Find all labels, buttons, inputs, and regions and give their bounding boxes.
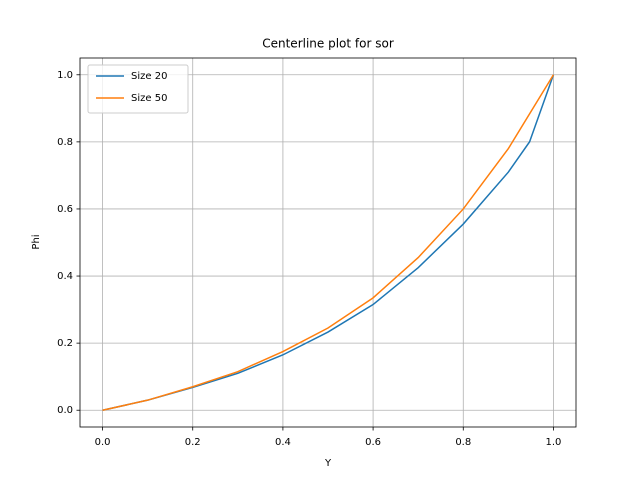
- plot-frame: [79, 57, 577, 428]
- x-tick-label: 1.0: [546, 437, 562, 448]
- y-tick-label: 0.4: [57, 271, 73, 282]
- y-tick-label: 1.0: [57, 70, 73, 81]
- y-tick-label: 0.2: [57, 338, 73, 349]
- chart-title: Centerline plot for sor: [262, 37, 394, 51]
- legend-label: Size 20: [131, 71, 167, 82]
- legend: Size 20 Size 50: [87, 64, 189, 114]
- x-tick-label: 0.6: [365, 437, 381, 448]
- x-tick-label: 0.4: [275, 437, 291, 448]
- legend-box: [87, 64, 189, 114]
- line: [102, 74, 555, 411]
- legend-label: Size 50: [131, 93, 167, 104]
- y-tick-label: 0.0: [57, 405, 73, 416]
- x-tick-label: 0.2: [185, 437, 201, 448]
- y-axis-label: Phi: [31, 234, 42, 249]
- y-tick-label: 0.8: [57, 137, 73, 148]
- x-tick-label: 0.0: [95, 437, 111, 448]
- x-tick-label: 0.8: [455, 437, 471, 448]
- x-axis-label: Y: [324, 458, 332, 469]
- y-tick-label: 0.6: [57, 204, 73, 215]
